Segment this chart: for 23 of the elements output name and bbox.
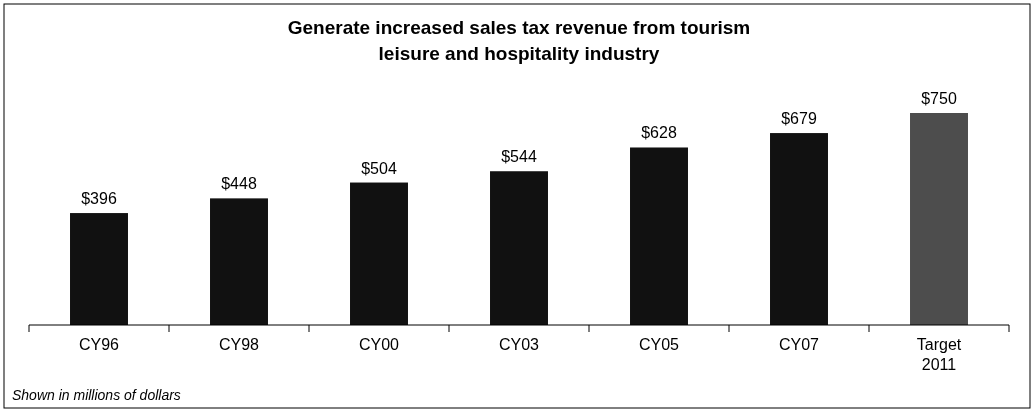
data-label: $544 [501, 148, 537, 166]
bar [770, 133, 828, 325]
bar [910, 113, 968, 325]
data-label: $628 [641, 124, 677, 142]
data-label: $396 [81, 190, 117, 208]
x-tick-label: CY96 [78, 336, 120, 353]
x-tick-label: CY03 [498, 336, 540, 353]
x-tick-label: Target 2011 [916, 336, 962, 373]
data-label: $750 [921, 90, 957, 107]
x-tick-label: CY00 [358, 336, 400, 353]
bar [490, 171, 548, 325]
text: Shown in millions of dollars [12, 387, 181, 403]
bar [210, 198, 268, 325]
data-label: $504 [361, 159, 397, 177]
bar [630, 147, 688, 325]
data-label: $448 [221, 175, 257, 193]
x-tick-label: CY07 [778, 336, 820, 353]
data-label: $679 [781, 110, 817, 128]
bar [70, 213, 128, 325]
chart-title: Generate increased sales tax revenue from tourism leisure and hospitality industry [287, 17, 751, 64]
x-tick-label: CY05 [638, 336, 680, 353]
bar [350, 182, 408, 325]
x-tick-label: CY98 [218, 336, 260, 353]
